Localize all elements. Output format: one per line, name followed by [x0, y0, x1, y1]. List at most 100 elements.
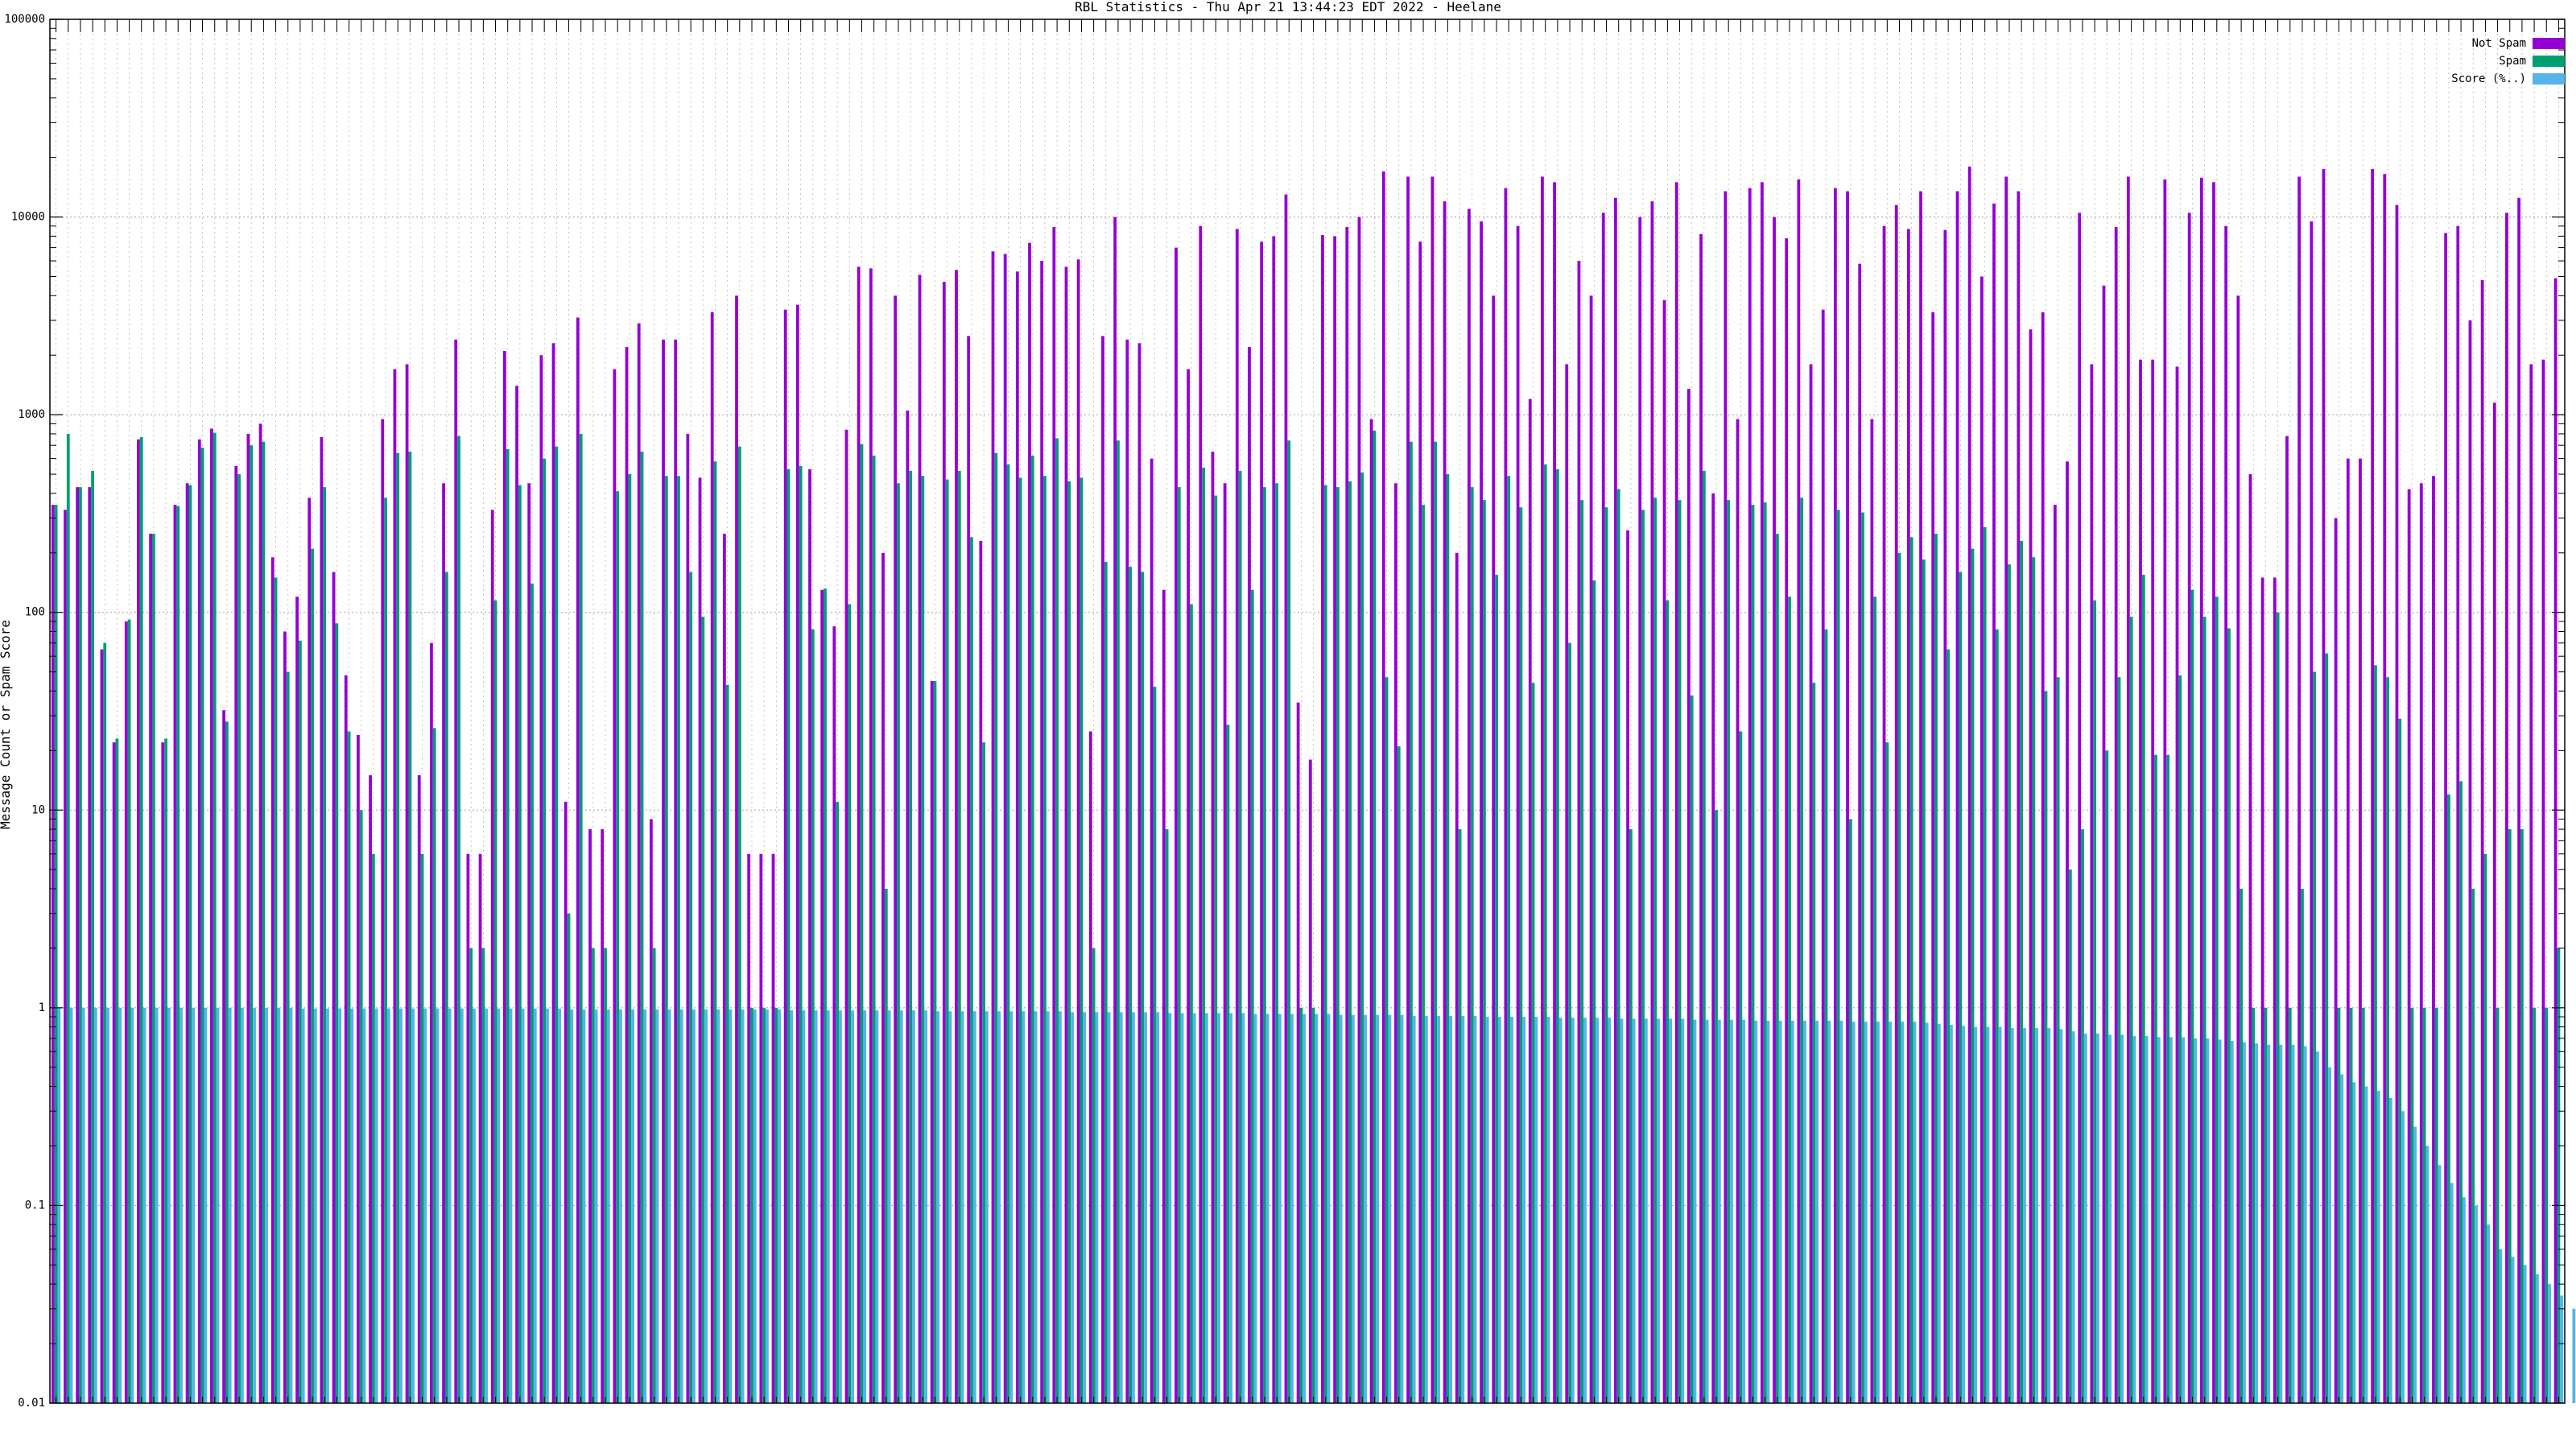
bar: [1360, 472, 1364, 1403]
bar: [1616, 489, 1620, 1403]
bar: [613, 369, 617, 1404]
bar: [1717, 1019, 1721, 1403]
bar: [1504, 188, 1508, 1404]
bar: [643, 1009, 647, 1403]
bar: [1064, 266, 1068, 1404]
bar: [332, 572, 336, 1403]
bar: [2371, 168, 2375, 1404]
bar: [918, 275, 922, 1404]
bar: [1946, 649, 1951, 1403]
bar: [1979, 276, 1984, 1403]
bar: [1995, 629, 1999, 1403]
bar: [2288, 1007, 2292, 1403]
bar: [2560, 1295, 2564, 1403]
bar: [2572, 1308, 2576, 1403]
bar: [1528, 398, 1532, 1403]
bar: [1913, 1022, 1917, 1403]
bar: [1104, 562, 1108, 1404]
bar: [2035, 1027, 2039, 1403]
bar: [625, 347, 629, 1404]
bar: [228, 1007, 232, 1403]
bar: [1650, 201, 1654, 1404]
bar: [1190, 604, 1193, 1403]
bar: [848, 604, 852, 1403]
bar: [347, 731, 351, 1403]
bar: [701, 617, 705, 1403]
bar: [2141, 574, 2145, 1403]
bar: [1546, 1017, 1550, 1403]
bar: [2450, 1183, 2454, 1403]
bar: [2523, 1265, 2527, 1403]
bar: [960, 1011, 964, 1403]
bar: [1241, 1013, 1245, 1403]
bar: [1678, 500, 1682, 1403]
bar: [2273, 577, 2277, 1403]
bar: [381, 419, 385, 1403]
bar: [161, 742, 165, 1403]
bar: [1443, 201, 1447, 1404]
series-2: [57, 1007, 2576, 1403]
bar: [2279, 1044, 2283, 1403]
bar: [1015, 271, 1019, 1404]
bar: [1373, 431, 1377, 1404]
bar: [2285, 436, 2289, 1403]
bar: [1351, 1014, 1355, 1403]
bar: [2301, 889, 2304, 1403]
bar: [2243, 1042, 2246, 1403]
bar: [1553, 182, 1556, 1403]
bar: [2056, 677, 2060, 1403]
bar: [1107, 1012, 1111, 1403]
bar: [1211, 452, 1215, 1404]
bar: [454, 339, 458, 1404]
bar: [2432, 476, 2435, 1403]
bar: [1238, 470, 1242, 1404]
bar: [930, 680, 934, 1403]
bar: [430, 642, 433, 1403]
bar: [1705, 1019, 1709, 1403]
bar: [2496, 1007, 2500, 1403]
bar: [2505, 213, 2508, 1404]
bar: [875, 1010, 879, 1403]
bar: [432, 728, 436, 1403]
bar: [2322, 168, 2326, 1404]
bar: [1983, 526, 1987, 1403]
bar: [1870, 419, 1874, 1403]
bar: [127, 619, 131, 1403]
bar: [906, 410, 910, 1404]
bar: [2520, 829, 2524, 1403]
bar: [2032, 557, 2036, 1403]
bar: [308, 497, 312, 1404]
bar: [298, 640, 302, 1403]
bar: [1662, 299, 1666, 1404]
bar: [423, 1008, 427, 1403]
bar: [2459, 781, 2462, 1403]
bar: [824, 588, 827, 1403]
bar: [1302, 1013, 1307, 1403]
bar: [1410, 441, 1413, 1404]
bar: [2264, 1007, 2268, 1403]
bar: [2224, 225, 2228, 1404]
bar: [737, 446, 741, 1403]
bar: [51, 505, 55, 1403]
bar: [967, 336, 971, 1403]
bar: [674, 339, 678, 1404]
bar: [741, 1009, 745, 1403]
bar: [1815, 1020, 1819, 1403]
bar: [1117, 440, 1120, 1403]
bar: [222, 710, 225, 1403]
bar: [265, 1007, 269, 1403]
bar: [1674, 182, 1678, 1403]
bar: [649, 819, 653, 1403]
bar: [1873, 597, 1877, 1403]
bar: [1385, 677, 1389, 1403]
bar: [142, 1007, 147, 1403]
bar: [2059, 1029, 2063, 1403]
bar: [997, 1011, 1001, 1403]
bar: [698, 477, 702, 1403]
bar: [533, 1008, 537, 1403]
bar: [1204, 1013, 1208, 1403]
bar: [1974, 1026, 1978, 1403]
bar: [857, 266, 861, 1404]
bar: [601, 829, 605, 1403]
bar: [1931, 312, 1935, 1403]
